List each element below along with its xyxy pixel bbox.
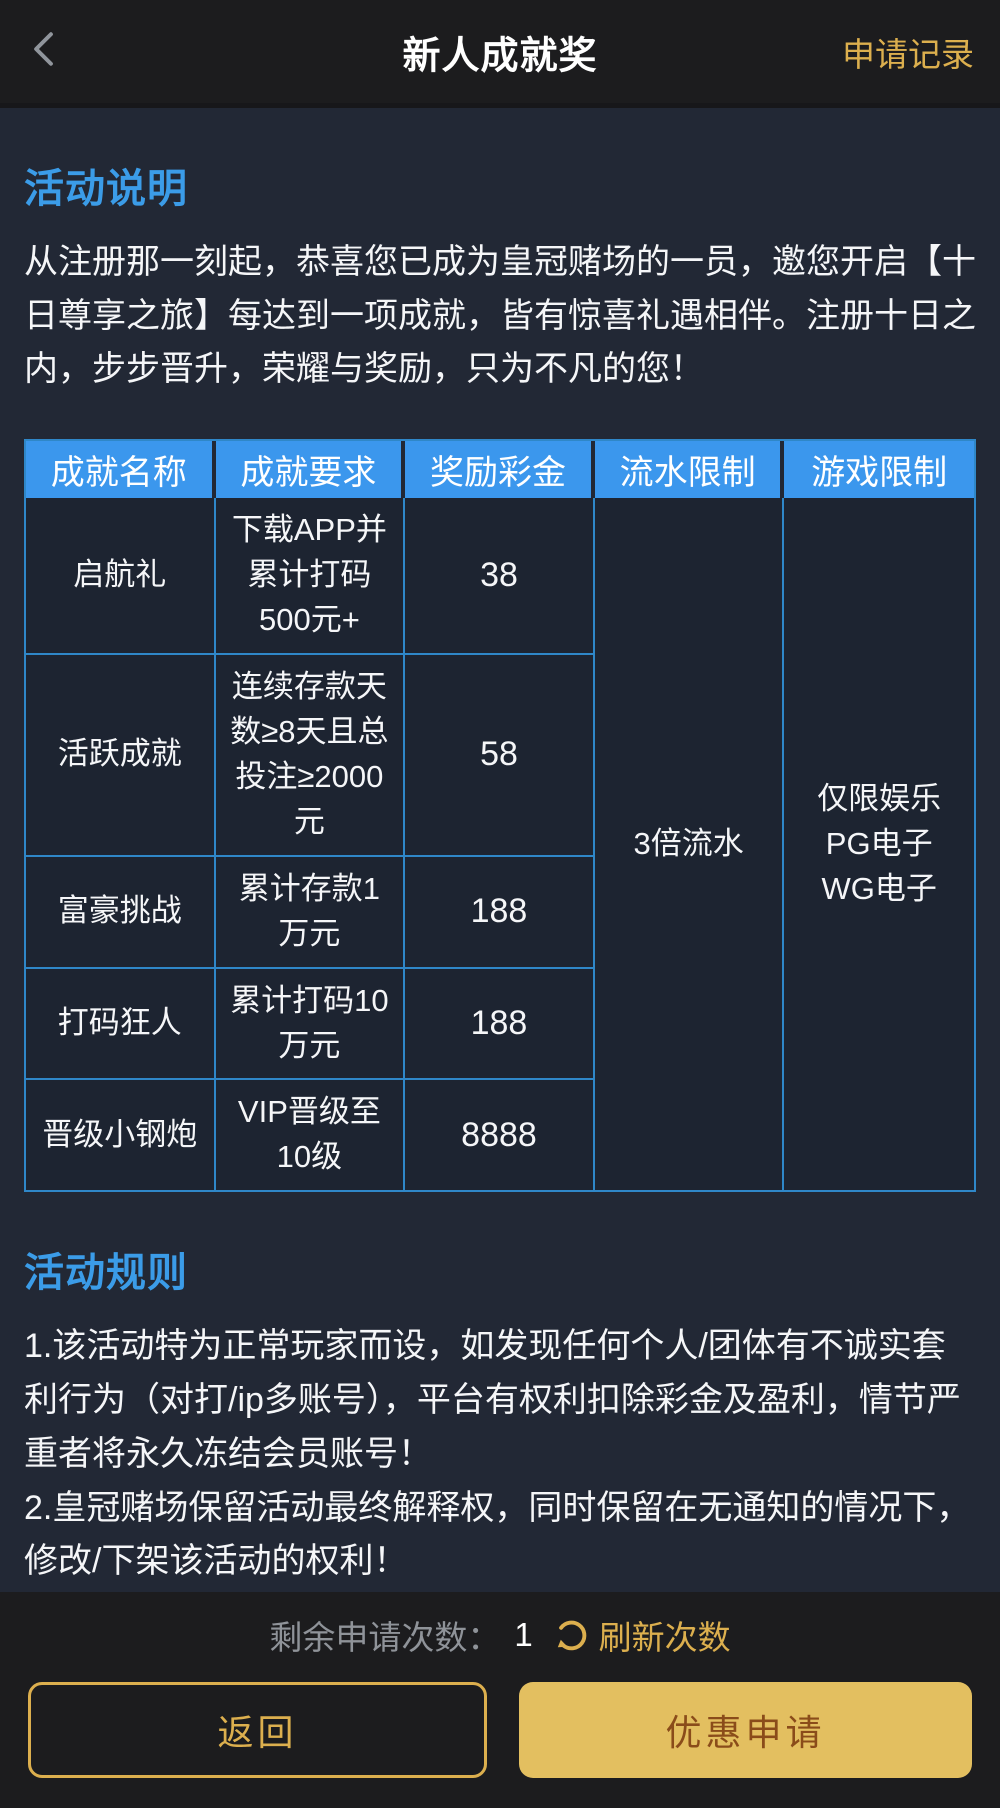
achievement-name: 晋级小钢炮 [26, 1078, 216, 1191]
table-header-row: 成就名称 成就要求 奖励彩金 流水限制 游戏限制 [26, 441, 974, 499]
description-heading: 活动说明 [24, 167, 188, 211]
achievement-reward: 58 [405, 652, 595, 855]
rule-item: 2.皇冠赌场保留活动最终解释权，同时保留在无通知的情况下，修改/下架该活动的权利… [24, 1488, 971, 1581]
achievement-reward: 188 [405, 854, 595, 967]
table-row: 活跃成就 连续存款天数≥8天且总投注≥2000元 58 [26, 652, 974, 855]
achievement-requirement: VIP晋级至10级 [215, 1078, 406, 1191]
content-area: 活动说明 从注册那一刻起，恭喜您已成为皇冠赌场的一员，邀您开启【十日尊享之旅】每… [0, 108, 1000, 1592]
refresh-count-button[interactable]: 刷新次数 [553, 1611, 731, 1659]
rules-heading: 活动规则 [24, 1251, 188, 1296]
achievement-requirement: 下载APP并累计打码500元+ [216, 498, 406, 653]
action-button-row: 返回 优惠申请 [28, 1682, 972, 1778]
column-header-requirement: 成就要求 [215, 441, 406, 499]
rule-item: 1.该活动特为正常玩家而设，如发现任何个人/团体有不诚实套利行为（对打/ip多账… [24, 1327, 961, 1473]
turnover-limit-cell: 3倍流水 [595, 498, 785, 1191]
column-header-game: 游戏限制 [784, 441, 974, 499]
refresh-icon [553, 1617, 589, 1653]
table-row: 打码狂人 累计打码10万元 188 [26, 966, 974, 1079]
column-header-name: 成就名称 [26, 441, 216, 499]
chevron-left-icon [26, 26, 66, 77]
achievement-name: 打码狂人 [26, 966, 216, 1079]
application-records-link[interactable]: 申请记录 [842, 35, 974, 73]
rules-text: 1.该活动特为正常玩家而设，如发现任何个人/团体有不诚实套利行为（对打/ip多账… [24, 1320, 976, 1589]
achievement-table: 成就名称 成就要求 奖励彩金 流水限制 游戏限制 启航礼 下载APP并累计打码5… [24, 439, 976, 1193]
remaining-count-value: 1 [514, 1616, 533, 1653]
back-button[interactable] [26, 26, 86, 77]
return-button[interactable]: 返回 [28, 1682, 487, 1778]
table-row: 启航礼 下载APP并累计打码500元+ 38 3倍流水 仅限娱乐 PG电子 WG… [26, 498, 974, 1191]
achievement-requirement: 连续存款天数≥8天且总投注≥2000元 [215, 652, 406, 855]
achievement-requirement: 累计打码10万元 [215, 966, 406, 1079]
column-header-turnover: 流水限制 [594, 441, 785, 499]
apply-promo-button[interactable]: 优惠申请 [519, 1682, 972, 1778]
achievement-reward: 8888 [405, 1078, 595, 1191]
achievement-name: 启航礼 [26, 498, 216, 653]
achievement-reward: 38 [405, 498, 595, 653]
table-row: 富豪挑战 累计存款1万元 188 [26, 854, 974, 967]
column-header-reward: 奖励彩金 [405, 441, 595, 499]
achievement-name: 活跃成就 [26, 652, 216, 855]
achievement-name: 富豪挑战 [26, 854, 216, 967]
description-text: 从注册那一刻起，恭喜您已成为皇冠赌场的一员，邀您开启【十日尊享之旅】每达到一项成… [24, 243, 976, 389]
footer-bar: 剩余申请次数： 1 刷新次数 返回 优惠申请 [0, 1592, 1000, 1808]
remaining-counter-row: 剩余申请次数： 1 刷新次数 [28, 1612, 972, 1658]
achievement-requirement: 累计存款1万元 [215, 854, 406, 967]
refresh-count-label: 刷新次数 [598, 1619, 731, 1656]
table-row: 晋级小钢炮 VIP晋级至10级 8888 [26, 1078, 974, 1191]
remaining-count-label: 剩余申请次数： [269, 1619, 501, 1656]
game-limit-cell: 仅限娱乐 PG电子 WG电子 [817, 780, 942, 906]
page-title: 新人成就奖 [402, 35, 598, 77]
top-bar: 新人成就奖 申请记录 [0, 0, 1000, 108]
achievement-reward: 188 [405, 966, 595, 1079]
